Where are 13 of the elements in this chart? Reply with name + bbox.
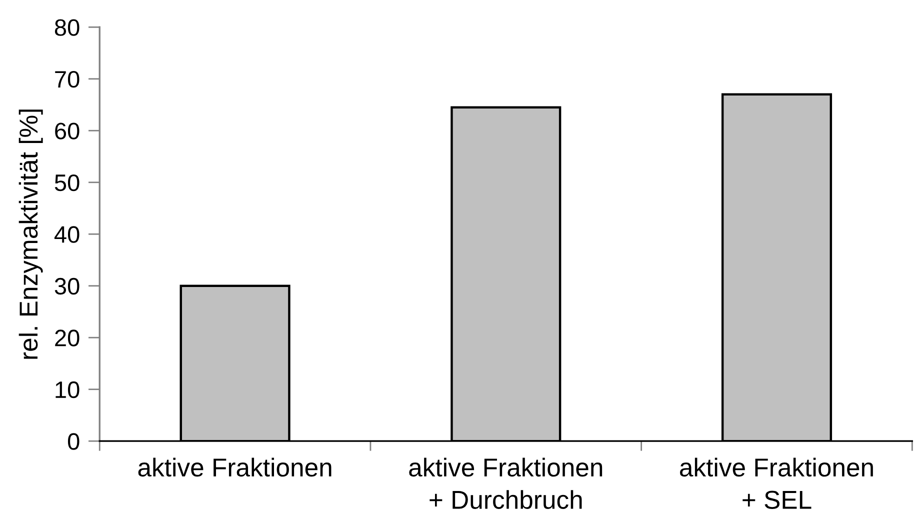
y-tick-label: 0 xyxy=(68,433,80,450)
y-tick-label: 80 xyxy=(54,19,80,36)
y-axis-title: rel. Enzymaktivität [%] xyxy=(18,110,43,359)
y-tick-label: 40 xyxy=(54,226,80,243)
y-tick-label: 10 xyxy=(56,381,80,398)
y-tick-label: 70 xyxy=(55,70,80,88)
y-tick-label: 30 xyxy=(54,278,80,295)
x-tick-label: aktive Fraktionen + Durchbruch xyxy=(409,458,602,509)
y-tick-label: 50 xyxy=(54,174,80,192)
x-tick-label: aktive Fraktionen + SEL xyxy=(680,458,873,509)
y-tick-label: 60 xyxy=(55,122,80,140)
x-tick-label: aktive Fraktionen xyxy=(138,458,332,477)
y-tick-label: 20 xyxy=(55,330,80,346)
